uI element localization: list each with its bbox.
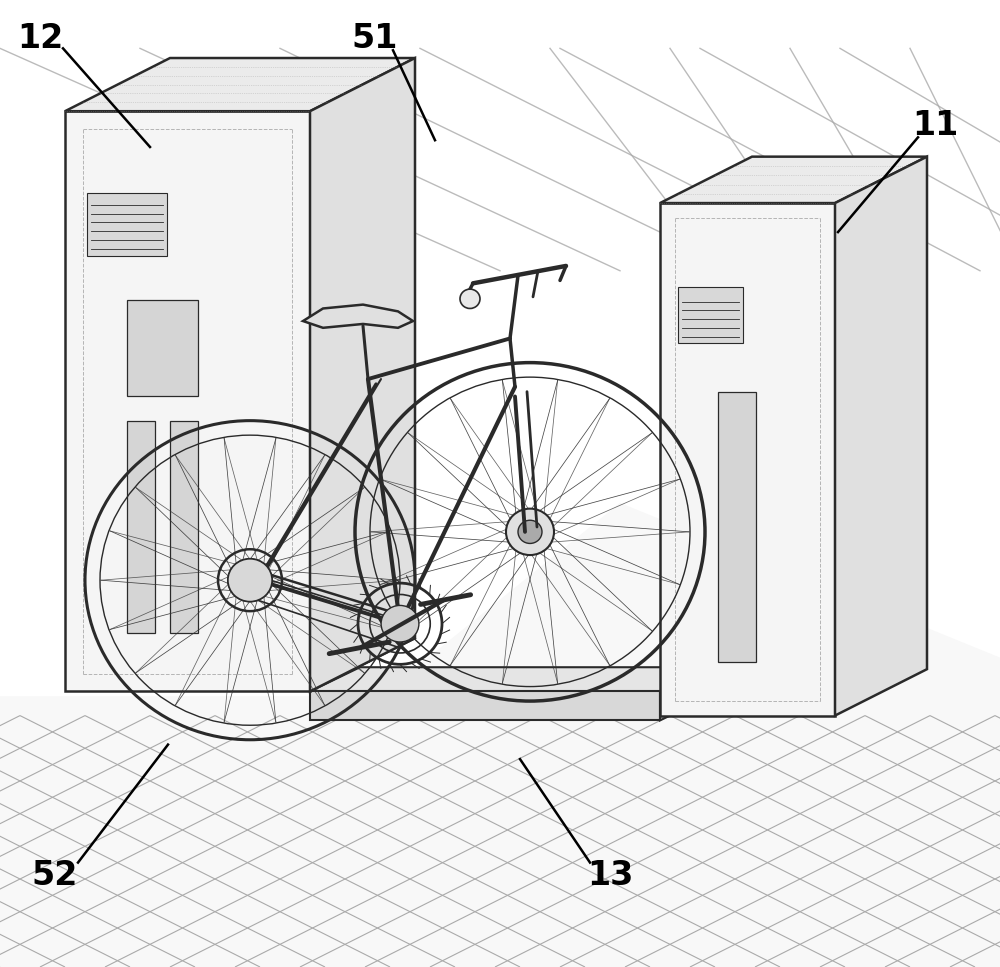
Polygon shape xyxy=(678,287,743,343)
Circle shape xyxy=(240,571,260,590)
Circle shape xyxy=(381,605,419,642)
Polygon shape xyxy=(170,421,198,633)
Circle shape xyxy=(460,289,480,308)
Polygon shape xyxy=(310,667,710,691)
Circle shape xyxy=(228,559,272,601)
Polygon shape xyxy=(303,305,413,328)
Text: 51: 51 xyxy=(352,22,398,55)
Circle shape xyxy=(506,509,554,555)
Polygon shape xyxy=(127,421,155,633)
Circle shape xyxy=(518,520,542,543)
Polygon shape xyxy=(660,667,710,720)
Polygon shape xyxy=(310,58,415,691)
Polygon shape xyxy=(65,111,310,691)
Text: 12: 12 xyxy=(17,22,63,55)
Polygon shape xyxy=(87,193,167,256)
Polygon shape xyxy=(660,203,835,716)
Polygon shape xyxy=(65,58,415,111)
Polygon shape xyxy=(718,392,756,662)
Text: 11: 11 xyxy=(912,109,958,142)
Text: 13: 13 xyxy=(587,859,633,892)
Polygon shape xyxy=(0,503,1000,967)
Text: 52: 52 xyxy=(32,859,78,892)
Polygon shape xyxy=(310,691,660,720)
Circle shape xyxy=(228,559,272,601)
Polygon shape xyxy=(835,157,927,716)
Polygon shape xyxy=(660,157,927,203)
Polygon shape xyxy=(127,300,198,396)
